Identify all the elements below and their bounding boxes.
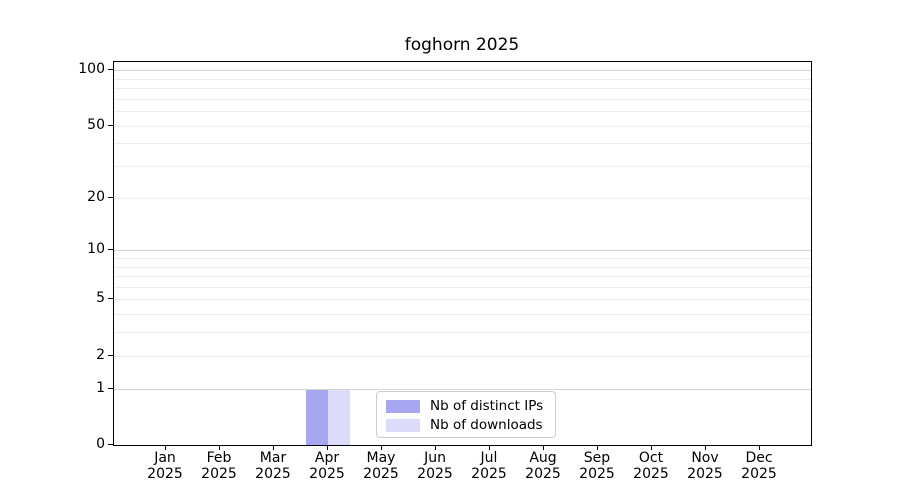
plot-area bbox=[113, 61, 812, 446]
x-tick-mark bbox=[705, 445, 706, 450]
y-tick-mark bbox=[108, 387, 113, 389]
x-tick-mark bbox=[597, 445, 598, 450]
legend-row: Nb of downloads bbox=[386, 416, 546, 434]
y-tick-label: 10 bbox=[87, 241, 105, 258]
bar-nb-of-downloads bbox=[328, 389, 350, 445]
x-tick-year: 2025 bbox=[741, 466, 777, 482]
bar-nb-of-distinct-ips bbox=[306, 389, 328, 445]
legend-label: Nb of downloads bbox=[430, 417, 543, 433]
x-tick-year: 2025 bbox=[579, 466, 615, 482]
x-tick-year: 2025 bbox=[633, 466, 669, 482]
gridline-minor bbox=[114, 125, 811, 127]
x-tick-month: May bbox=[366, 450, 396, 466]
gridline-minor bbox=[114, 78, 811, 80]
y-tick-mark bbox=[108, 249, 113, 251]
gridline-minor bbox=[114, 299, 811, 301]
x-tick-mark bbox=[489, 445, 490, 450]
x-tick-label: Mar 2025 bbox=[233, 450, 313, 482]
x-tick-year: 2025 bbox=[687, 466, 723, 482]
x-tick-year: 2025 bbox=[525, 466, 561, 482]
gridline-minor bbox=[114, 143, 811, 145]
gridline-minor bbox=[114, 332, 811, 334]
gridline-major bbox=[114, 388, 811, 390]
legend-swatch-icon bbox=[386, 399, 420, 413]
x-tick-label: May 2025 bbox=[341, 450, 421, 482]
x-tick-month: Feb bbox=[206, 450, 232, 466]
x-tick-month: Jan bbox=[154, 450, 176, 466]
x-tick-label: Nov 2025 bbox=[665, 450, 745, 482]
x-tick-month: Jul bbox=[480, 450, 498, 466]
chart-title: foghorn 2025 bbox=[404, 35, 520, 55]
gridline-minor bbox=[114, 266, 811, 268]
gridline-minor bbox=[114, 98, 811, 100]
x-tick-month: Aug bbox=[529, 450, 557, 466]
y-tick-label: 50 bbox=[87, 116, 105, 133]
x-tick-mark bbox=[219, 445, 220, 450]
gridline-minor bbox=[114, 286, 811, 288]
y-tick-label: 5 bbox=[96, 290, 105, 307]
x-tick-label: Jan 2025 bbox=[125, 450, 205, 482]
x-tick-year: 2025 bbox=[471, 466, 507, 482]
gridline-major bbox=[114, 70, 811, 72]
y-tick-label: 1 bbox=[96, 379, 105, 396]
x-tick-mark bbox=[435, 445, 436, 450]
x-tick-year: 2025 bbox=[363, 466, 399, 482]
x-tick-label: Jul 2025 bbox=[449, 450, 529, 482]
gridline-minor bbox=[114, 257, 811, 259]
gridline-minor bbox=[114, 111, 811, 113]
y-tick-mark bbox=[108, 69, 113, 71]
x-tick-year: 2025 bbox=[201, 466, 237, 482]
x-tick-mark bbox=[273, 445, 274, 450]
gridline-minor bbox=[114, 197, 811, 199]
x-tick-label: Apr 2025 bbox=[287, 450, 367, 482]
gridline-minor bbox=[114, 276, 811, 278]
x-tick-label: Aug 2025 bbox=[503, 450, 583, 482]
x-tick-mark bbox=[165, 445, 166, 450]
gridline-minor bbox=[114, 166, 811, 168]
y-tick-mark bbox=[108, 354, 113, 356]
x-tick-year: 2025 bbox=[417, 466, 453, 482]
legend-row: Nb of distinct IPs bbox=[386, 397, 546, 415]
x-tick-year: 2025 bbox=[309, 466, 345, 482]
legend: Nb of distinct IPs Nb of downloads bbox=[376, 391, 556, 438]
y-tick-label: 100 bbox=[78, 61, 105, 78]
x-tick-month: Dec bbox=[745, 450, 773, 466]
x-tick-month: Mar bbox=[259, 450, 287, 466]
gridline-major bbox=[114, 250, 811, 252]
x-tick-mark bbox=[651, 445, 652, 450]
x-tick-month: Apr bbox=[314, 450, 340, 466]
x-tick-mark bbox=[543, 445, 544, 450]
gridline-minor bbox=[114, 314, 811, 316]
x-tick-month: Oct bbox=[638, 450, 664, 466]
y-tick-mark bbox=[108, 298, 113, 300]
y-tick-mark bbox=[108, 124, 113, 126]
legend-swatch-icon bbox=[386, 418, 420, 432]
x-tick-label: Sep 2025 bbox=[557, 450, 637, 482]
x-tick-label: Oct 2025 bbox=[611, 450, 691, 482]
x-tick-month: Nov bbox=[691, 450, 719, 466]
y-tick-label: 20 bbox=[87, 188, 105, 205]
x-tick-mark bbox=[381, 445, 382, 450]
x-tick-mark bbox=[759, 445, 760, 450]
x-tick-label: Feb 2025 bbox=[179, 450, 259, 482]
x-tick-label: Dec 2025 bbox=[719, 450, 799, 482]
x-tick-year: 2025 bbox=[147, 466, 183, 482]
x-tick-year: 2025 bbox=[255, 466, 291, 482]
x-tick-label: Jun 2025 bbox=[395, 450, 475, 482]
gridline-minor bbox=[114, 88, 811, 90]
y-tick-label: 0 bbox=[96, 436, 105, 452]
gridline-minor bbox=[114, 355, 811, 357]
y-tick-mark bbox=[108, 444, 113, 445]
x-tick-month: Sep bbox=[583, 450, 611, 466]
legend-label: Nb of distinct IPs bbox=[430, 398, 544, 414]
y-tick-mark bbox=[108, 196, 113, 198]
x-tick-mark bbox=[327, 445, 328, 450]
y-tick-label: 2 bbox=[96, 346, 105, 363]
x-tick-month: Jun bbox=[424, 450, 446, 466]
